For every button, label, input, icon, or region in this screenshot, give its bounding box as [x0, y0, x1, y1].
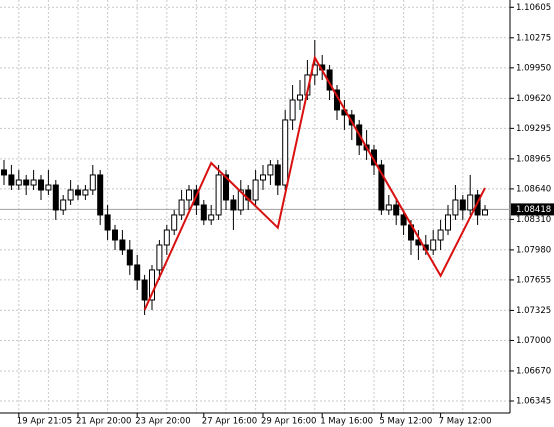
candle-body: [378, 164, 385, 211]
candle-body: [15, 179, 22, 186]
y-tick-label: 1.06670: [516, 366, 551, 376]
candle-body: [45, 184, 52, 191]
candle-body: [75, 189, 81, 196]
y-tick-label: 1.06345: [516, 396, 551, 406]
y-tick-label: 1.07325: [516, 306, 551, 316]
last-price-box: [511, 203, 554, 216]
candle-body: [30, 179, 37, 186]
candle-body: [82, 189, 89, 196]
y-tick-label: 1.10605: [516, 3, 551, 13]
candle-body: [134, 264, 141, 281]
candle-body: [459, 199, 466, 211]
candle-body: [230, 199, 237, 211]
x-tick-label: 1 May 16:00: [320, 417, 373, 427]
y-tick-label: 1.10275: [516, 33, 551, 43]
candle-body: [38, 179, 44, 191]
candle-body: [393, 204, 400, 216]
y-tick-label: 1.09295: [516, 124, 551, 134]
y-tick-label: 1.08640: [516, 184, 551, 194]
candle-body: [178, 199, 185, 216]
y-tick-label: 1.08965: [516, 154, 551, 164]
zigzag-line: [143, 54, 486, 311]
candle-body: [267, 164, 274, 176]
candle-body: [252, 179, 259, 201]
candle-body: [282, 119, 289, 186]
x-tick-label: 5 May 12:00: [379, 417, 432, 427]
candle-body: [67, 189, 74, 201]
candle-body: [141, 279, 148, 301]
y-tick-label: 1.08310: [516, 215, 551, 225]
candle-body: [445, 214, 451, 231]
candle-body: [452, 199, 459, 216]
candle-body: [163, 229, 170, 246]
candle-body: [467, 194, 474, 211]
x-tick-label: 29 Apr 16:00: [261, 417, 316, 427]
candle-body: [400, 214, 407, 226]
y-tick-label: 1.09950: [516, 63, 551, 73]
candle-body: [474, 194, 481, 216]
last-price-label: 1.08418: [516, 205, 551, 215]
x-tick-label: 23 Apr 20:00: [135, 417, 190, 427]
candle-body: [104, 214, 111, 231]
candle-body: [112, 229, 118, 241]
candle-body: [437, 229, 444, 241]
candle-body: [297, 94, 303, 101]
x-tick-label: 7 May 12:00: [439, 417, 492, 427]
y-tick-label: 1.07980: [516, 245, 551, 255]
y-tick-label: 1.07655: [516, 275, 551, 285]
candle-body: [8, 174, 15, 186]
candle-body: [52, 184, 59, 211]
candle-body: [289, 99, 296, 121]
candle-body: [274, 164, 281, 186]
y-tick-label: 1.09620: [516, 94, 551, 104]
y-tick-label: 1.07000: [516, 336, 551, 346]
candle-body: [119, 239, 126, 251]
candle-body: [208, 214, 215, 221]
x-tick-label: 19 Apr 21:05: [17, 417, 72, 427]
candle-body: [430, 239, 437, 251]
candle-body: [126, 249, 133, 266]
x-tick-label: 21 Apr 20:00: [76, 417, 131, 427]
candle-body: [215, 174, 222, 216]
candle-body: [385, 204, 392, 211]
candle-body: [186, 189, 192, 201]
candle-body: [89, 174, 96, 191]
candle-body: [223, 174, 229, 201]
candle-body: [171, 214, 178, 231]
candle-body: [482, 209, 488, 216]
candle-body: [23, 179, 30, 186]
x-tick-label: 27 Apr 16:00: [202, 417, 257, 427]
candle-body: [60, 199, 67, 211]
candle-body: [156, 244, 163, 271]
candle-body: [149, 269, 155, 301]
candle-body: [200, 204, 207, 221]
candle-body: [1, 169, 7, 176]
candle-body: [237, 189, 244, 211]
candle-body: [97, 174, 104, 216]
candle-body: [260, 174, 266, 181]
